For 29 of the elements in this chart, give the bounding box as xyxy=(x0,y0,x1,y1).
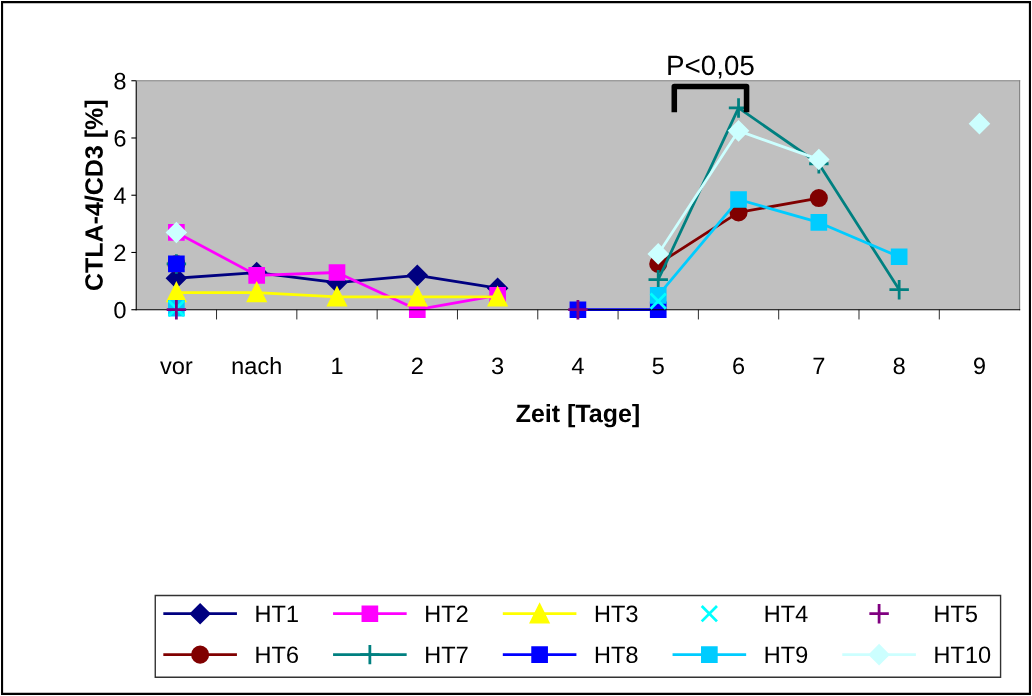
x-tick-label: 3 xyxy=(491,357,504,375)
legend-label: HT4 xyxy=(765,605,808,622)
x-tick-label: vor xyxy=(160,361,193,375)
legend-label: HT9 xyxy=(765,646,808,664)
legend-label: HT1 xyxy=(256,605,298,622)
x-tick-label: 1 xyxy=(332,357,343,375)
legend-label: HT2 xyxy=(426,605,468,622)
legend-label: HT6 xyxy=(256,646,298,664)
x-tick-label: 6 xyxy=(733,357,745,375)
legend-label: HT3 xyxy=(595,605,638,623)
x-tick-label: nach xyxy=(232,356,281,375)
y-tick-label: 8 xyxy=(114,72,126,90)
legend-label: HT8 xyxy=(595,646,638,664)
legend-label: HT10 xyxy=(935,646,991,664)
y-tick-label: 6 xyxy=(114,130,126,147)
y-tick-label: 4 xyxy=(113,187,126,204)
y-tick-label: 0 xyxy=(114,301,126,319)
legend-label: HT7 xyxy=(426,646,468,663)
legend-label: HT5 xyxy=(935,605,978,623)
x-tick-label: 5 xyxy=(652,357,664,375)
x-axis-title: Zeit [Tage] xyxy=(516,403,639,428)
x-tick-label: 4 xyxy=(571,357,584,375)
text: P<0,05 xyxy=(668,55,754,79)
x-tick-label: 7 xyxy=(813,357,825,375)
x-tick-label: 8 xyxy=(893,357,905,375)
x-tick-label: 2 xyxy=(411,357,423,375)
y-tick-label: 2 xyxy=(114,244,126,262)
y-axis-title: CTLA-4/CD3 [%] xyxy=(84,100,108,291)
x-tick-label: 9 xyxy=(974,357,985,375)
